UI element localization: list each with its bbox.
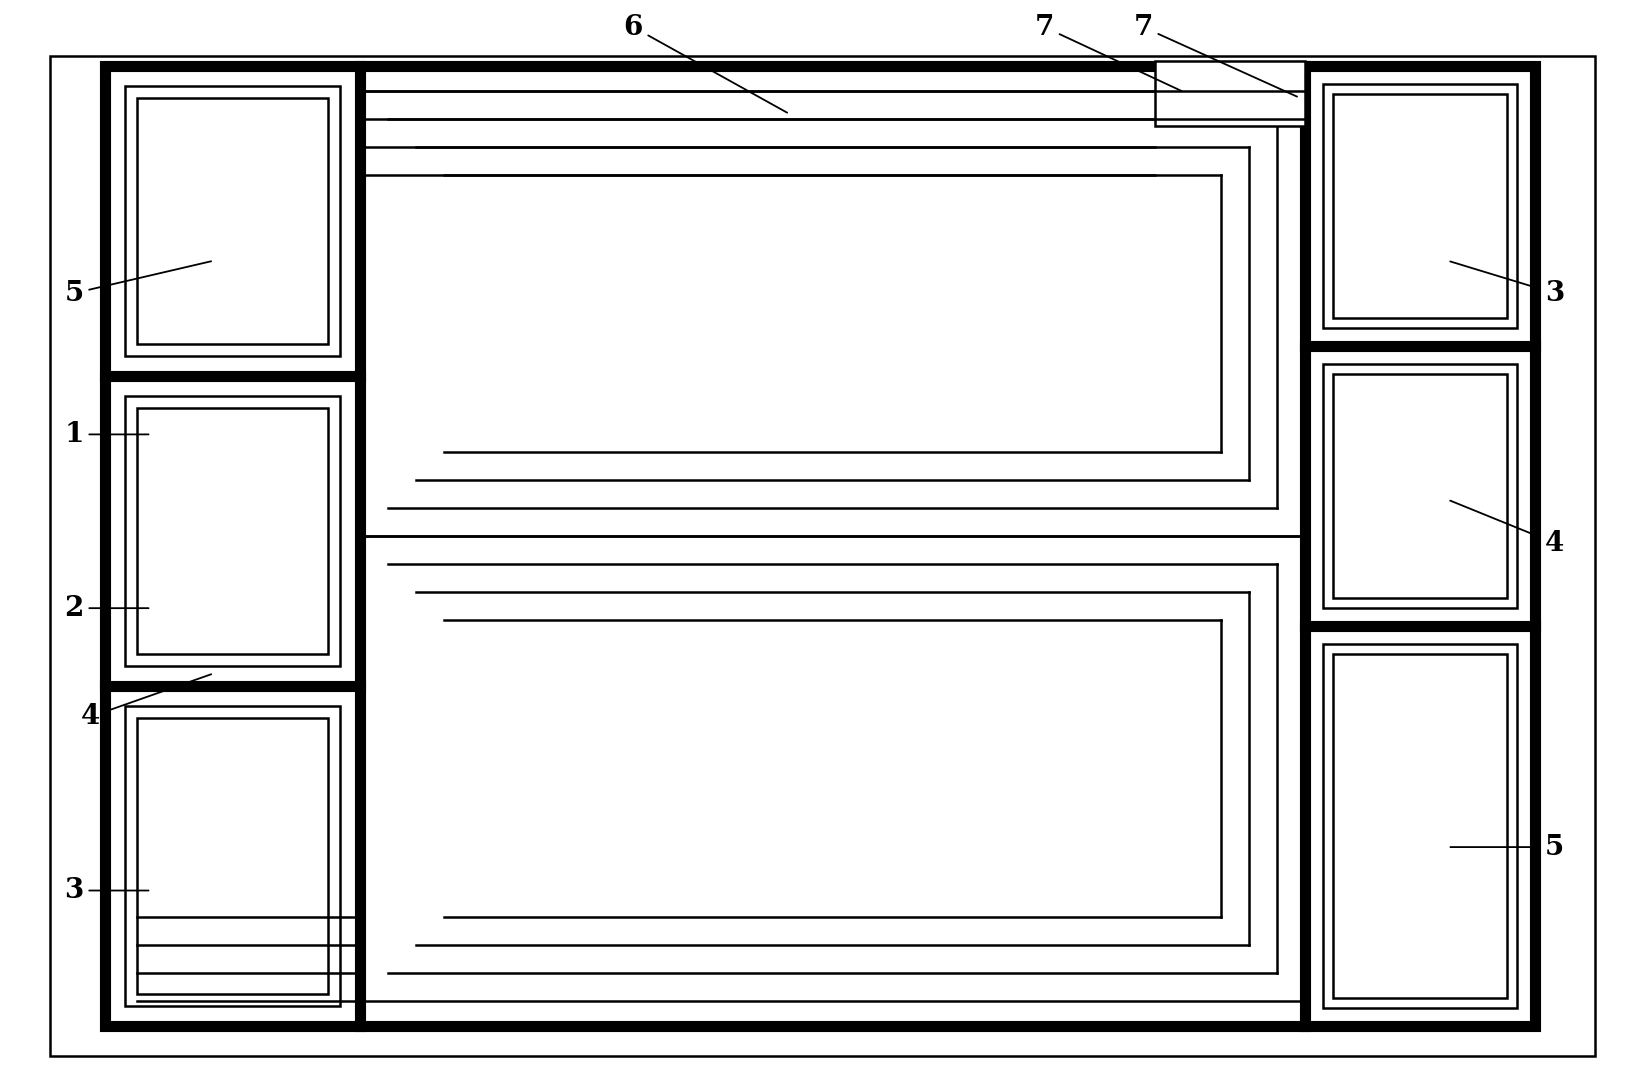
Text: 4: 4 (81, 674, 211, 730)
Text: 5: 5 (64, 262, 211, 306)
Text: 5: 5 (1451, 834, 1564, 860)
Bar (137, 718, 327, 994)
Bar (125, 396, 341, 666)
Text: 3: 3 (1451, 262, 1564, 306)
Text: 7: 7 (1133, 14, 1296, 97)
Bar (137, 98, 327, 344)
Text: 6: 6 (623, 14, 788, 113)
Text: 4: 4 (1451, 501, 1564, 556)
Text: 2: 2 (64, 595, 148, 621)
Text: 7: 7 (1035, 14, 1181, 91)
Text: 3: 3 (64, 877, 148, 904)
Bar (1332, 654, 1507, 998)
Bar (125, 706, 341, 1006)
Bar (1155, 61, 1304, 126)
Bar (125, 86, 341, 356)
Bar (105, 66, 1535, 1026)
Bar (137, 408, 327, 654)
Bar (1332, 374, 1507, 598)
Bar (1332, 94, 1507, 318)
Bar (1323, 644, 1517, 1008)
Bar (1323, 84, 1517, 328)
Text: 1: 1 (64, 421, 148, 447)
Bar (1323, 364, 1517, 608)
